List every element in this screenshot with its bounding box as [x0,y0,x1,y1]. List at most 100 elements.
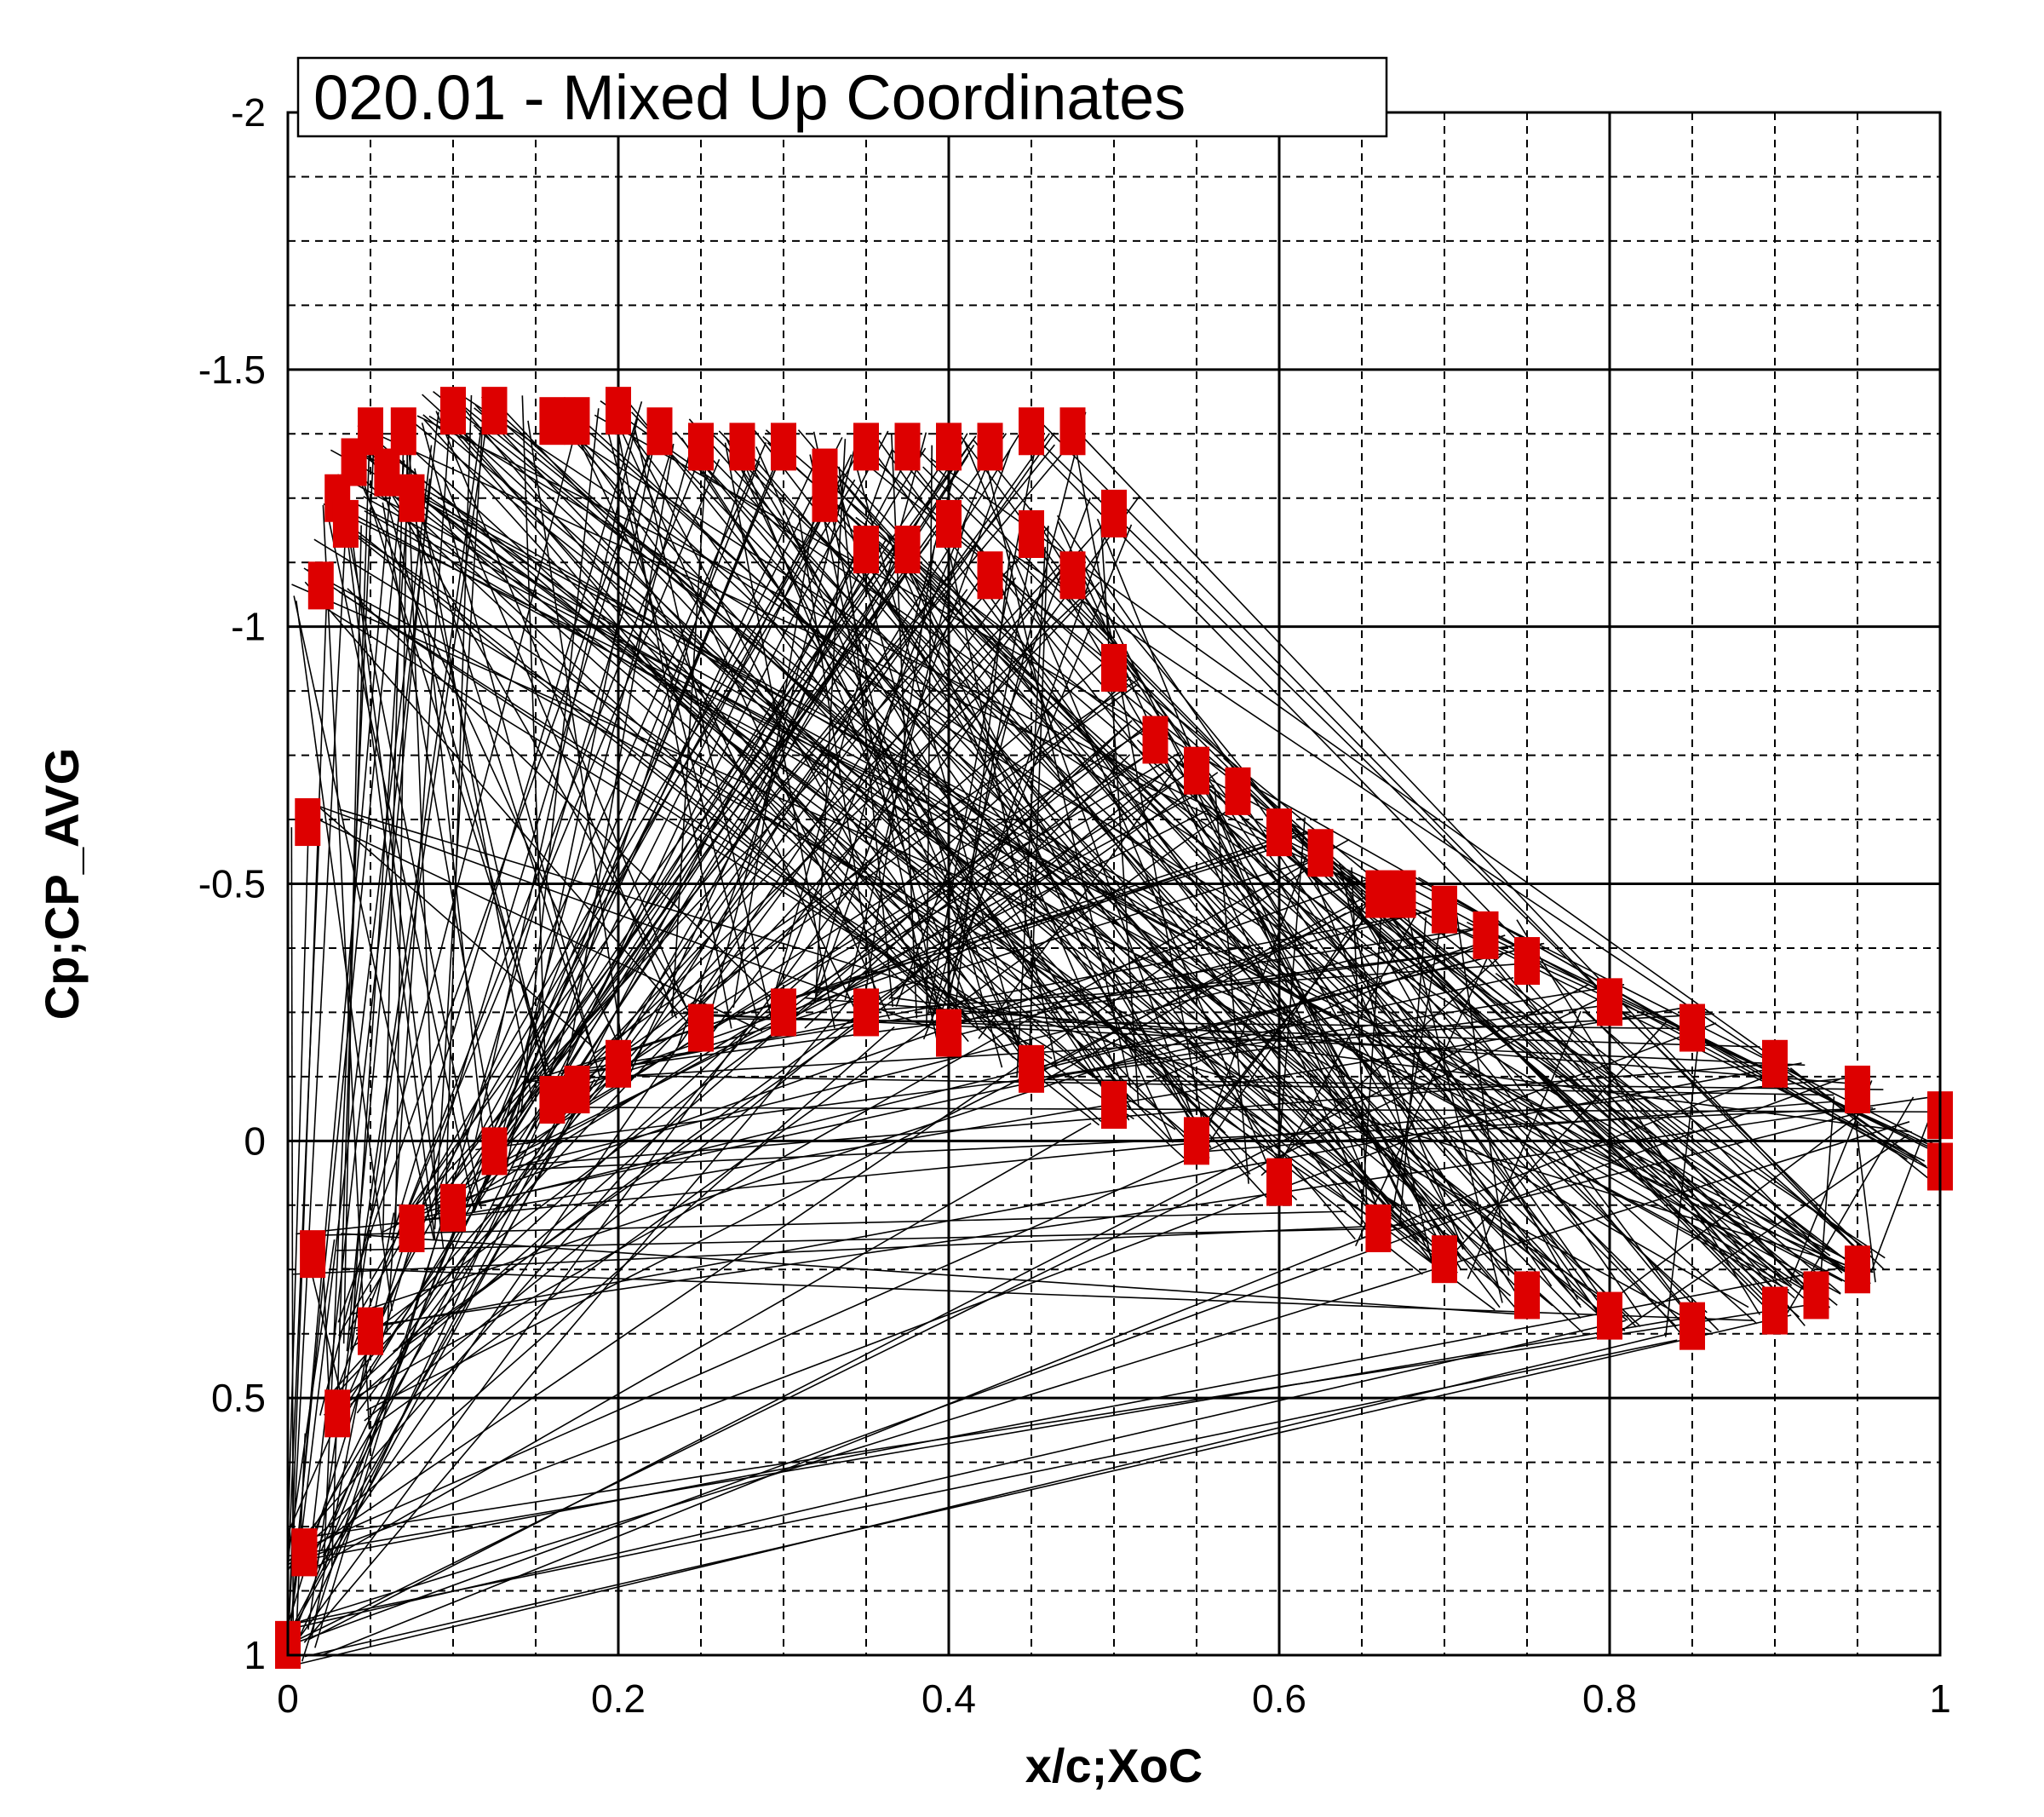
data-marker [688,1003,714,1052]
fan-line [427,440,1073,1213]
fan-line [403,1076,1863,1222]
fan-line [1056,515,1605,1303]
data-marker [936,1009,962,1057]
fan-line [458,393,1814,1295]
fan-line [1355,880,1841,1294]
fan-line [964,441,1281,1195]
data-marker [1101,1081,1127,1130]
fan-line [287,457,909,1636]
fan-line [1481,944,1806,1326]
data-marker [358,407,383,456]
x-tick-label: 0.6 [1252,1676,1306,1721]
fan-line [303,992,857,1643]
data-marker [390,407,416,456]
fan-line [1014,555,1910,1154]
fan-line [356,589,968,1414]
data-marker [894,423,921,471]
data-marker [539,397,566,446]
fan-line [287,454,853,1662]
data-marker [1803,1271,1829,1320]
fan-line [956,906,1444,1037]
fan-line [520,1064,1766,1166]
fan-line [1355,906,1886,1259]
fan-line [433,444,1055,1220]
fan-line [692,439,1540,1311]
x-tick-label: 1 [1929,1676,1951,1721]
y-tick-label: 0.5 [211,1376,266,1420]
fan-line [287,496,1140,1654]
fan-line [317,805,592,1046]
fan-line [689,449,1430,1243]
data-marker [300,1230,326,1279]
fan-line [895,497,1091,1007]
fan-line [564,429,1269,1200]
fan-line [1035,416,1857,1250]
fan-line [364,767,1171,1422]
fan-line [520,408,600,1117]
fan-line [606,831,1306,1076]
fan-line [893,541,1174,1143]
data-marker [1266,1158,1292,1206]
data-marker [481,1127,508,1176]
fan-line [344,480,445,1249]
fan-line [552,413,1447,1256]
fan-line [835,480,1003,1068]
fan-line [352,934,1506,1315]
y-tick-label: -0.5 [198,862,266,906]
data-marker [1019,510,1044,559]
fan-line [296,601,393,1312]
data-marker [853,526,879,574]
fan-line [973,440,1691,1319]
fan-line [1016,546,1047,1078]
y-tick-label: 1 [244,1633,266,1677]
fan-line [765,429,1800,1318]
data-marker [358,1307,383,1355]
fan-line [1060,413,1863,1256]
fan-line [571,941,1539,1074]
data-marker [440,387,466,435]
y-tick-label: 0 [244,1118,266,1163]
fan-line [1021,423,1885,1270]
fan-line [310,1264,1857,1560]
fan-line [307,427,483,1630]
data-marker [1432,1235,1457,1284]
data-marker [332,499,359,548]
fan-line [1418,877,1908,1160]
data-marker [399,474,425,522]
fan-line [543,417,1858,1268]
fan-line [313,1123,1092,1569]
fan-line [411,449,1185,1159]
fan-line [287,595,328,1654]
fan-line [1021,433,1843,1274]
fan-line [414,468,534,1104]
fan-line [1068,572,1553,1287]
data-marker [1762,1039,1788,1088]
fan-line [356,534,1372,1219]
fan-line [1481,950,1788,1321]
fan-line [569,432,1055,1120]
fan-line [484,405,1453,1264]
data-marker [606,387,631,435]
fan-line [888,754,1131,1000]
data-marker [374,448,400,497]
data-marker [1101,643,1127,692]
data-marker [977,423,1003,471]
fan-line [688,418,1418,1243]
fan-lines [287,391,1941,1665]
data-marker [771,988,796,1037]
fan-line [617,423,891,1020]
fan-line [582,752,1180,1107]
data-marker [1514,1271,1540,1320]
fan-line [380,427,657,1345]
fan-line [1354,934,1499,1247]
x-tick-labels: 0 0.2 0.4 0.6 0.8 1 [277,1676,1951,1721]
fan-line [287,1304,1808,1541]
fan-line [891,548,1444,1278]
fan-line [416,415,1926,1162]
fan-line [352,501,1843,1282]
data-marker [853,988,879,1037]
data-marker [936,499,962,548]
fan-line [390,401,643,1241]
fan-line [1100,526,1140,1107]
fan-line [546,457,749,1084]
